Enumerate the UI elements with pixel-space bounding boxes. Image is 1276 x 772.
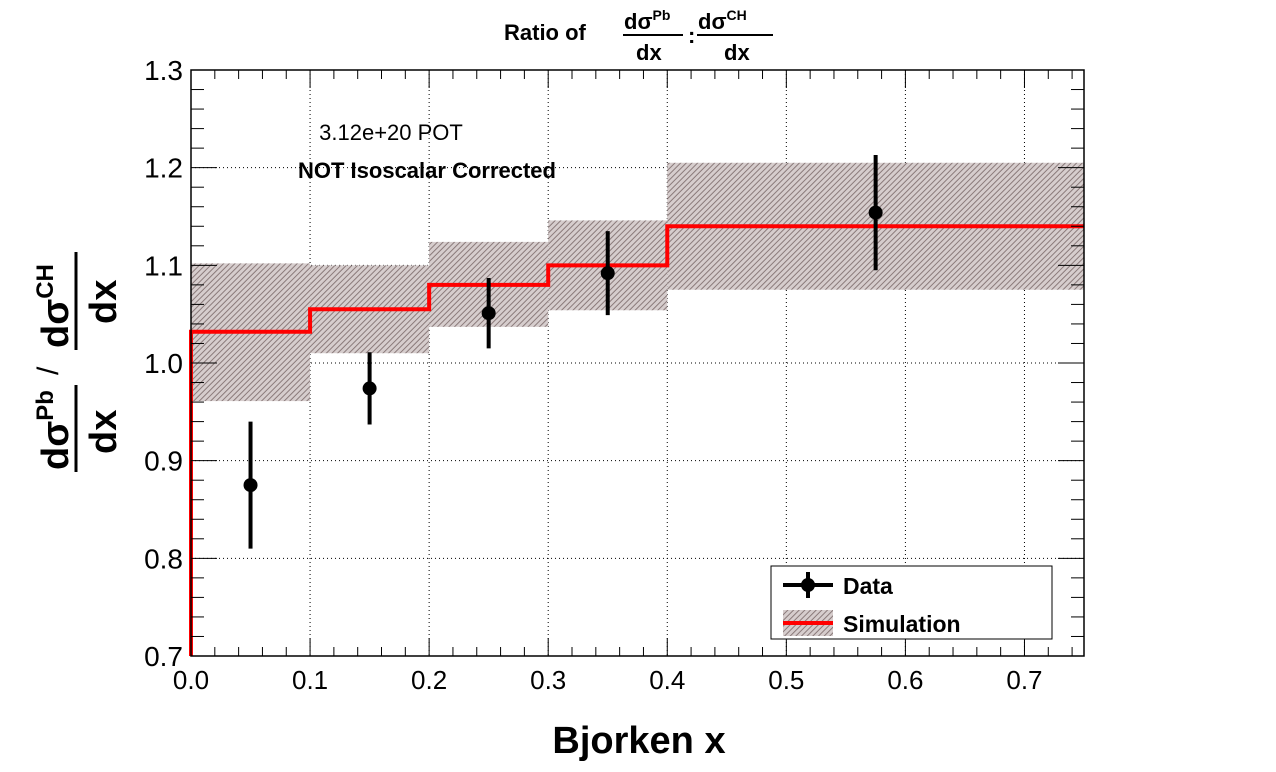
y-tick-label: 0.7 [144,641,183,672]
y-tick-label: 0.8 [144,543,183,574]
title-frac2-den: dx [724,40,750,65]
ylabel-num2-sup: CH [32,264,59,299]
ylabel-den1: dx [83,410,125,454]
title-frac2-num: dσCH [698,7,747,34]
annotation-pot: 3.12e+20 POT [319,120,463,145]
x-tick-label: 0.0 [173,665,209,695]
x-axis-label: Bjorken x [552,720,725,762]
y-tick-label: 1.2 [144,153,183,184]
x-tick-label: 0.5 [768,665,804,695]
legend-data-label: Data [843,573,893,599]
title-prefix: Ratio of [504,20,587,45]
axes: 0.0 0.1 0.2 0.3 0.4 0.5 0.6 0.7 0.7 0.8 0.9 1.0 1.1 1… [144,55,1085,695]
x-tick-label: 0.3 [530,665,566,695]
x-tick-label: 0.2 [411,665,447,695]
ylabel-separator: / [32,366,65,375]
data-point [362,352,377,425]
annotation-isoscalar: NOT Isoscalar Corrected [298,158,556,183]
title-separator: : [688,23,695,48]
data-point [868,154,883,271]
data-marker [600,266,615,281]
y-tick-label: 1.0 [144,348,183,379]
data-point [600,231,615,316]
x-tick-label: 0.1 [292,665,328,695]
x-tick-label: 0.7 [1006,665,1042,695]
title-frac2-num-sup: CH [727,7,747,23]
legend-simulation-label: Simulation [843,611,961,637]
ylabel-num2-base: dσ [35,299,77,348]
x-tick-label: 0.4 [649,665,685,695]
ylabel-num1-sup: Pb [32,390,59,421]
legend-data-marker [783,572,833,598]
simulation-line [189,224,1084,656]
title-frac1-num-base: dσ [624,9,653,34]
title-frac1-den: dx [636,40,662,65]
ylabel-num2: dσCH [32,264,77,348]
data-point [243,421,258,549]
title-frac1-num: dσPb [624,7,670,34]
data-points [243,154,883,549]
data-point [481,278,496,349]
y-axis-label: dσPb dx / dσCH dx [32,252,125,472]
data-marker [868,205,883,220]
title-frac1-num-sup: Pb [653,7,671,23]
ylabel-num1: dσPb [32,390,77,470]
ylabel-den2: dx [83,280,125,324]
data-marker [362,381,377,396]
y-tick-label: 1.3 [144,55,183,86]
simulation-band [191,162,1084,402]
chart-title: Ratio of dσPb dx : dσCH dx [504,7,773,65]
data-marker [481,306,496,321]
simulation-step-line [189,224,1084,656]
data-marker [243,478,258,493]
x-tick-label: 0.6 [887,665,923,695]
y-tick-label: 0.9 [144,446,183,477]
legend: Data Simulation [770,565,1053,640]
y-tick-label: 1.1 [144,250,183,281]
legend-simulation-marker [783,610,833,636]
ylabel-num1-base: dσ [35,421,77,470]
title-frac2-num-base: dσ [698,9,727,34]
